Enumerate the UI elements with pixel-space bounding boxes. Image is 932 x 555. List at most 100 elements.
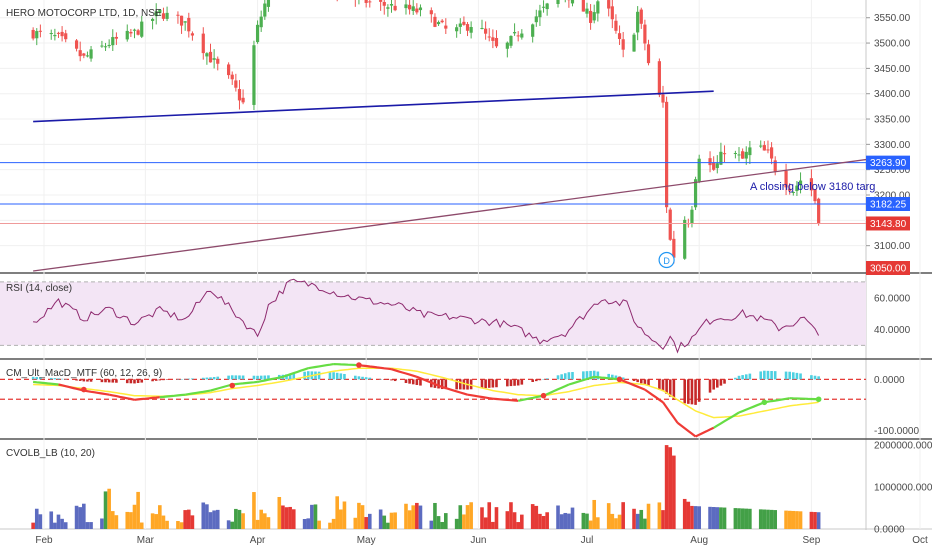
candle-body bbox=[556, 0, 559, 4]
rsi-title[interactable]: RSI (14, close) bbox=[6, 283, 72, 294]
candle-body bbox=[614, 21, 617, 31]
volume-title[interactable]: CVOLB_LB (10, 20) bbox=[6, 448, 95, 459]
macd-histogram-bar bbox=[90, 379, 93, 381]
volume-bar bbox=[763, 510, 767, 529]
candle-body bbox=[202, 34, 205, 53]
volume-bar bbox=[455, 519, 459, 529]
candle-body bbox=[89, 49, 92, 58]
macd-cross-point bbox=[816, 396, 822, 402]
candle-body bbox=[383, 2, 386, 6]
volume-bar bbox=[560, 514, 564, 529]
candle-body bbox=[611, 6, 614, 19]
candle-body bbox=[133, 30, 136, 31]
volume-bar bbox=[104, 491, 108, 529]
macd-title[interactable]: CM_Ult_MacD_MTF (60, 12, 26, 9) bbox=[6, 368, 162, 379]
volume-bar bbox=[712, 507, 716, 529]
volume-bar bbox=[748, 509, 752, 529]
price-pane[interactable] bbox=[0, 0, 866, 272]
candle-body bbox=[57, 33, 60, 34]
macd-histogram-bar bbox=[354, 376, 357, 380]
macd-histogram-bar bbox=[256, 376, 259, 380]
macd-histogram-bar bbox=[531, 379, 534, 382]
macd-histogram-bar bbox=[260, 376, 263, 380]
candle-body bbox=[216, 59, 219, 64]
volume-bar bbox=[520, 515, 524, 529]
volume-bar bbox=[343, 501, 347, 529]
event-marker[interactable]: D bbox=[659, 253, 674, 268]
volume-bar bbox=[227, 520, 231, 529]
candle-body bbox=[408, 5, 411, 10]
macd-histogram-bar bbox=[177, 379, 180, 380]
volume-bar bbox=[191, 515, 195, 529]
symbol-title[interactable]: HERO MOTOCORP LTD, 1D, NSE bbox=[6, 8, 162, 19]
volume-bar bbox=[792, 511, 796, 529]
candle-body bbox=[241, 98, 244, 103]
candle-body bbox=[260, 17, 263, 28]
candle-body bbox=[546, 4, 549, 10]
candle-body bbox=[658, 61, 661, 95]
macd-histogram-bar bbox=[796, 373, 799, 380]
macd-histogram-bar bbox=[387, 379, 390, 380]
macd-histogram-bar bbox=[698, 379, 701, 401]
volume-bar bbox=[151, 513, 155, 529]
candle-body bbox=[661, 94, 664, 102]
volume-bar bbox=[723, 508, 727, 529]
volume-bar bbox=[408, 510, 412, 529]
volume-bar bbox=[466, 505, 470, 529]
volume-bar bbox=[238, 510, 242, 529]
candle-body bbox=[191, 33, 194, 35]
volume-bar bbox=[788, 511, 792, 529]
candle-body bbox=[734, 153, 737, 154]
macd-histogram-bar bbox=[332, 372, 335, 379]
macd-histogram-bar bbox=[767, 371, 770, 380]
candle-body bbox=[723, 153, 726, 154]
macd-histogram-bar bbox=[687, 379, 690, 403]
candle-body bbox=[205, 53, 208, 56]
chart-annotation[interactable]: A closing below 3180 targ bbox=[750, 181, 875, 193]
macd-histogram-bar bbox=[379, 379, 382, 380]
candle-body bbox=[165, 13, 168, 19]
dividend-marker-label: D bbox=[663, 256, 670, 266]
volume-tick-label: 1000000.0000 bbox=[874, 483, 932, 494]
volume-bar bbox=[136, 492, 140, 529]
macd-histogram-bar bbox=[564, 373, 567, 379]
candle-body bbox=[209, 52, 212, 62]
volume-bar bbox=[567, 514, 571, 529]
macd-histogram-bar bbox=[238, 375, 241, 379]
candle-body bbox=[538, 10, 541, 17]
volume-bar bbox=[759, 509, 763, 529]
volume-bar bbox=[259, 510, 263, 529]
candle-body bbox=[433, 17, 436, 27]
candle-body bbox=[267, 0, 270, 7]
macd-histogram-bar bbox=[329, 372, 332, 379]
price-label-text: 3263.90 bbox=[870, 158, 907, 169]
volume-bar bbox=[162, 516, 166, 529]
macd-histogram-bar bbox=[521, 379, 524, 384]
volume-bar bbox=[129, 512, 133, 529]
macd-histogram-bar bbox=[343, 374, 346, 379]
macd-histogram-bar bbox=[792, 372, 795, 379]
candle-body bbox=[176, 15, 179, 16]
candle-body bbox=[582, 0, 585, 12]
candle-body bbox=[509, 36, 512, 46]
candle-body bbox=[180, 16, 183, 26]
volume-bar bbox=[183, 510, 187, 529]
volume-bar bbox=[766, 510, 770, 529]
macd-histogram-bar bbox=[303, 372, 306, 380]
volume-bar bbox=[60, 519, 64, 529]
candle-body bbox=[50, 33, 53, 34]
candle-body bbox=[517, 35, 520, 36]
macd-histogram-bar bbox=[470, 379, 473, 389]
volume-tick-label: 0.0000 bbox=[874, 525, 905, 536]
macd-histogram-bar bbox=[180, 379, 183, 380]
volume-bar bbox=[744, 509, 748, 529]
candle-body bbox=[716, 163, 719, 168]
volume-bar bbox=[484, 517, 488, 529]
volume-bar bbox=[140, 523, 144, 529]
volume-bar bbox=[632, 509, 636, 529]
volume-bar bbox=[107, 489, 111, 529]
candle-body bbox=[386, 7, 389, 8]
time-tick-label: Apr bbox=[250, 535, 266, 546]
